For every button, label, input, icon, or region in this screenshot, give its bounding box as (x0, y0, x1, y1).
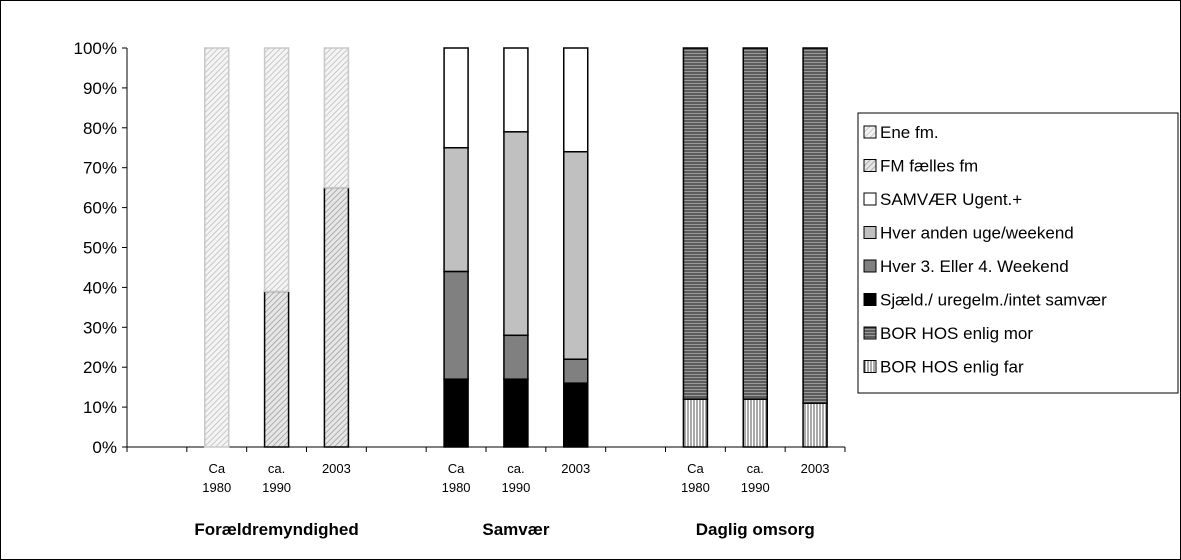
legend-label-samv-r-ugent: SAMVÆR Ugent.+ (880, 190, 1022, 209)
bar-daglig-omsorg-bor-hos-enlig-mor (802, 47, 828, 404)
bar-samv-r-hver-anden-uge-weekend (563, 150, 589, 360)
legend-label-fm-f-lles-fm: FM fælles fm (880, 157, 978, 176)
legend-swatch-hver-3-eller-4-weekend (863, 259, 877, 273)
x-category-label: ca. (747, 461, 764, 476)
x-category-label: Ca (208, 461, 225, 476)
bar-daglig-omsorg-bor-hos-enlig-mor (682, 47, 709, 400)
x-category-label: 1990 (501, 480, 530, 495)
x-category-label: 1990 (741, 480, 770, 495)
legend-swatch-fm-f-lles-fm (863, 159, 877, 172)
y-tick-label: 40% (83, 278, 117, 297)
bar-samv-r-hver-3-eller-4-weekend (563, 358, 589, 384)
legend-swatch-samv-r-ugent (863, 192, 877, 206)
bar-for-ldremyndighed-ene-fm (204, 47, 230, 448)
bar-samv-r-samv-r-ugent (563, 47, 589, 153)
x-category-label: 2003 (561, 461, 590, 476)
y-tick-label: 70% (83, 159, 117, 178)
bar-for-ldremyndighed-fm-f-lles-fm (323, 186, 350, 448)
bar-samv-r-hver-anden-uge-weekend (443, 147, 469, 273)
y-tick-label: 50% (83, 239, 117, 258)
x-category-label: ca. (507, 461, 524, 476)
bar-for-ldremyndighed-ene-fm (263, 47, 290, 293)
legend-label-bor-hos-enlig-mor: BOR HOS enlig mor (880, 324, 1033, 343)
legend-swatch-ene-fm (863, 125, 877, 139)
bar-daglig-omsorg-bor-hos-enlig-far (682, 398, 709, 448)
group-label-daglig-omsorg: Daglig omsorg (696, 520, 815, 539)
group-label-for-ldremyndighed: Forældremyndighed (194, 520, 358, 539)
bar-samv-r-samv-r-ugent (503, 47, 529, 133)
axes: 0% 10% 20% 30% 40% 50% 60% 70% 80% 90% 100% (74, 39, 846, 457)
bar-samv-r-sj-ld-uregelm-intet-samv-r (443, 378, 469, 448)
legend-swatch-bor-hos-enlig-mor (863, 326, 877, 340)
category-labels: Ca 1980 ca. 1990 2003 Forældremyndighed Ca 1980… (194, 461, 829, 539)
bar-samv-r-hver-3-eller-4-weekend (503, 334, 529, 380)
bar-samv-r-hver-anden-uge-weekend (503, 131, 529, 337)
legend-label-bor-hos-enlig-far: BOR HOS enlig far (880, 358, 1024, 377)
legend-label-ene-fm: Ene fm. (880, 123, 939, 142)
y-tick-label: 60% (83, 199, 117, 218)
x-category-label: 1980 (681, 480, 710, 495)
y-tick-label: 0% (92, 438, 117, 457)
y-tick-label: 80% (83, 119, 117, 138)
bar-samv-r-sj-ld-uregelm-intet-samv-r (563, 382, 589, 448)
bar-daglig-omsorg-bor-hos-enlig-mor (742, 47, 768, 400)
y-tick-label: 100% (74, 39, 117, 58)
x-category-label: Ca (687, 461, 704, 476)
y-tick-label: 20% (83, 358, 117, 377)
x-category-label: 1990 (262, 480, 291, 495)
legend-box (857, 112, 1179, 394)
bar-for-ldremyndighed-ene-fm (323, 47, 350, 189)
bar-samv-r-hver-3-eller-4-weekend (443, 270, 469, 380)
bar-daglig-omsorg-bor-hos-enlig-far (742, 398, 768, 448)
x-category-label: Ca (448, 461, 465, 476)
legend-swatch-hver-anden-uge-weekend (863, 226, 877, 239)
bar-samv-r-samv-r-ugent (443, 47, 469, 149)
x-category-label: 2003 (801, 461, 830, 476)
x-category-label: 1980 (442, 480, 471, 495)
legend: Ene fm. FM fælles fm SAMVÆR Ugent.+ Hver an… (857, 112, 1179, 394)
x-category-label: ca. (268, 461, 285, 476)
group-label-samv-r: Samvær (482, 520, 549, 539)
legend-label-sj-ld-uregelm-intet-samv-r: Sjæld./ uregelm./intet samvær (880, 291, 1107, 310)
x-category-label: 2003 (322, 461, 351, 476)
y-tick-label: 30% (83, 318, 117, 337)
y-tick-label: 10% (83, 398, 117, 417)
bars (204, 47, 828, 448)
bar-daglig-omsorg-bor-hos-enlig-far (802, 402, 828, 448)
legend-label-hver-anden-uge-weekend: Hver anden uge/weekend (880, 224, 1074, 243)
x-category-label: 1980 (202, 480, 231, 495)
legend-swatch-bor-hos-enlig-far (863, 360, 877, 373)
y-tick-label: 90% (83, 79, 117, 98)
legend-swatch-sj-ld-uregelm-intet-samv-r (863, 293, 877, 306)
bar-samv-r-sj-ld-uregelm-intet-samv-r (503, 378, 529, 448)
legend-label-hver-3-eller-4-weekend: Hver 3. Eller 4. Weekend (880, 257, 1069, 276)
bar-for-ldremyndighed-fm-f-lles-fm (263, 290, 290, 448)
